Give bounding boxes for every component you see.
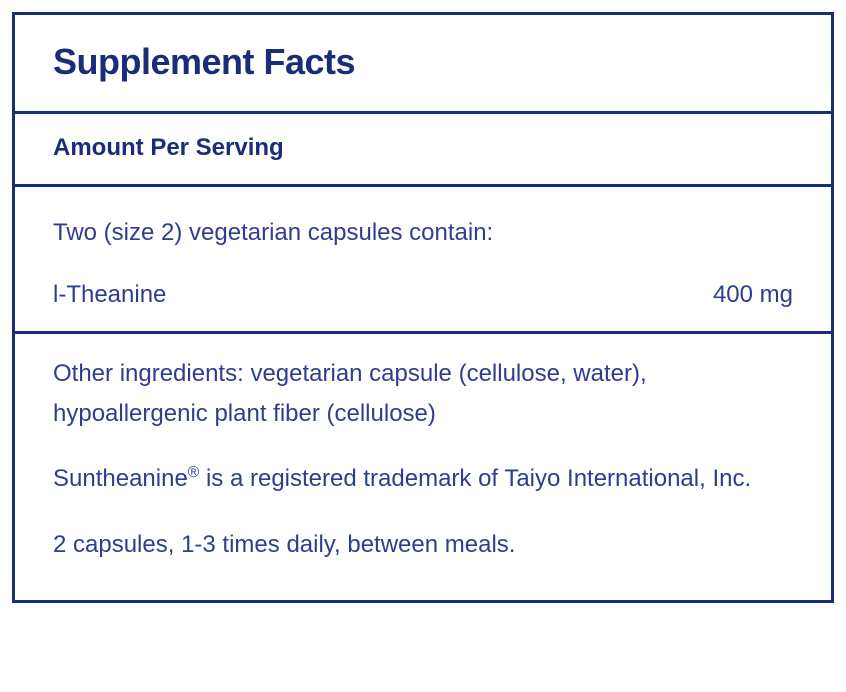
trademark-rest: is a registered trademark of Taiyo Inter… bbox=[199, 465, 751, 492]
title-row: Supplement Facts bbox=[15, 15, 831, 114]
supplement-facts-panel: Supplement Facts Amount Per Serving Two … bbox=[12, 12, 834, 603]
footer-row: Other ingredients: vegetarian capsule (c… bbox=[15, 334, 831, 600]
ingredient-amount: 400 mg bbox=[713, 281, 793, 309]
registered-symbol: ® bbox=[188, 464, 200, 481]
directions-text: 2 capsules, 1-3 times daily, between mea… bbox=[53, 525, 793, 565]
panel-title: Supplement Facts bbox=[53, 41, 793, 83]
contains-text: Two (size 2) vegetarian capsules contain… bbox=[53, 215, 793, 251]
other-ingredients-text: Other ingredients: vegetarian capsule (c… bbox=[53, 354, 793, 433]
ingredient-row: l-Theanine 400 mg bbox=[15, 263, 831, 334]
amount-header-row: Amount Per Serving bbox=[15, 114, 831, 187]
amount-header: Amount Per Serving bbox=[53, 134, 793, 162]
ingredient-name: l-Theanine bbox=[53, 281, 166, 309]
trademark-text: Suntheanine® is a registered trademark o… bbox=[53, 459, 793, 499]
contains-row: Two (size 2) vegetarian capsules contain… bbox=[15, 187, 831, 263]
trademark-name: Suntheanine bbox=[53, 465, 188, 492]
